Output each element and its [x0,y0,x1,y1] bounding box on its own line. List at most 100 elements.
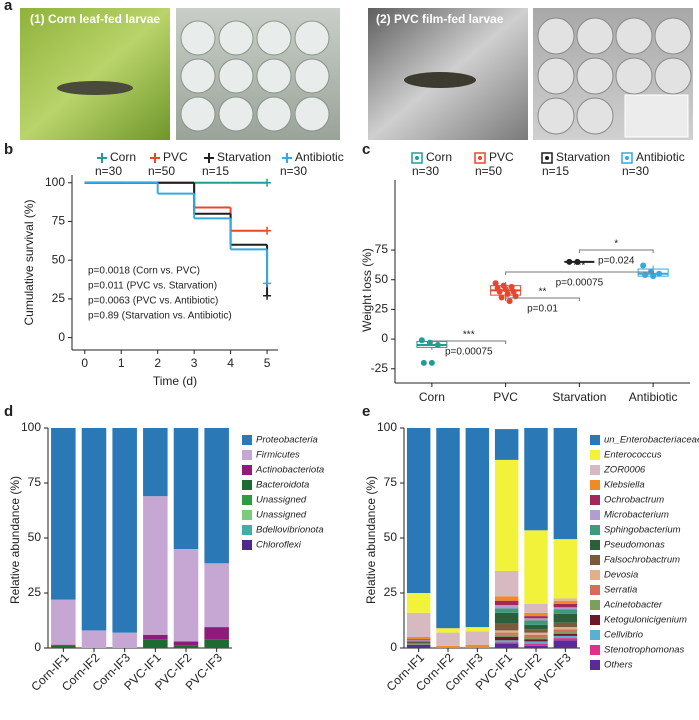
legend-label: Bdellovibrionota [256,525,324,536]
legend-n: n=50 [475,164,502,178]
censor-mark [263,226,272,235]
y-axis-label: Cumulative survival (%) [22,199,36,325]
legend-label: Bacteroidota [256,480,309,491]
bar-segment [173,549,199,642]
legend-n: n=30 [95,164,122,178]
significance-bracket [431,340,507,344]
bar-segment [494,571,519,597]
bar-segment [553,629,578,632]
data-point [420,359,427,366]
legend-swatch [590,450,600,460]
legend-label: Klebsiella [604,480,645,491]
legend-swatch [242,525,252,535]
legend-label: PVC [489,150,514,164]
censor-mark [263,178,272,187]
data-point [656,270,663,277]
legend-label: PVC [163,150,188,164]
legend-swatch [590,510,600,520]
x-tick-label: Antibiotic [629,390,678,404]
y-tick-label: -25 [371,361,389,375]
legend-label: Firmicutes [256,450,300,461]
legend-label: Antibiotic [295,150,344,164]
p-value-note: p=0.011 (PVC vs. Starvation) [88,281,217,292]
legend-swatch [590,615,600,625]
bar-segment [524,643,548,646]
y-tick-label: 0 [390,640,397,654]
legend-label: Pseudomonas [604,540,665,551]
legend-swatch [590,645,600,655]
legend-symbol-dot [545,156,549,160]
p-value-note: p=0.89 (Starvation vs. Antibiotic) [88,311,232,322]
bar-segment [494,637,519,641]
p-value-note: p=0.0063 (PVC vs. Antibiotic) [88,296,218,307]
legend-label: Others [604,660,633,671]
bar-segment [494,600,519,606]
legend-symbol-dot [625,156,629,160]
bar-segment [173,641,199,646]
legend-swatch [242,465,252,475]
legend-n: n=50 [148,164,175,178]
bar-segment [406,612,431,637]
legend-swatch [590,585,600,595]
x-tick-label: 1 [118,356,125,370]
bar-segment [553,627,578,630]
legend-label: Proteobacteria [256,435,318,446]
bar-segment [524,620,548,625]
legend-label: Starvation [217,150,271,164]
bar-segment [524,637,548,640]
significance-stars: *** [463,330,475,341]
p-value: p=0.01 [527,304,558,315]
data-point [434,342,441,349]
bar-segment [436,428,460,629]
bar-segment [524,612,548,617]
bar-segment [553,609,578,614]
bar-segment [553,640,578,648]
x-tick-label: Corn [419,390,445,404]
bar-segment [465,631,490,645]
legend-symbol [282,153,292,163]
y-tick-label: 100 [21,420,41,434]
x-tick-label: Starvation [552,390,606,404]
legend-swatch [590,540,600,550]
y-tick-label: 25 [28,585,42,599]
panel-letter: b [4,141,13,158]
data-point [640,262,647,269]
x-tick-label: PVC [493,390,518,404]
data-point [492,280,499,287]
bar-segment [524,629,548,633]
wells [180,20,330,132]
legend-swatch [242,495,252,505]
data-point [642,271,649,278]
bar-segment [494,632,519,635]
bar-segment [553,633,578,636]
panel-letter: a [4,0,13,14]
bar-segment [524,530,548,604]
y-tick-label: 50 [384,530,398,544]
bar-segment [51,645,76,648]
bar-segment [112,428,137,633]
y-axis-label: Weight loss (%) [360,248,374,332]
legend-swatch [590,465,600,475]
bar-segment [204,627,229,640]
bar-segment [143,634,168,640]
bar-segment [406,637,431,640]
censor-mark [263,279,272,288]
bar-segment [553,631,578,634]
legend-label: un_Enterobacteriaceae [604,435,699,446]
bar-segment [524,645,548,648]
x-tick-label: 5 [264,356,271,370]
bar-segment [173,645,199,648]
bar-segment [406,641,431,643]
bar-segment [51,428,76,600]
x-tick-label: 2 [154,356,161,370]
legend-swatch [590,495,600,505]
legend-swatch [590,600,600,610]
bar-segment [465,644,490,648]
legend-swatch [242,480,252,490]
y-axis-label: Relative abundance (%) [364,476,378,604]
bar-segment [524,616,548,619]
bar-segment [112,632,137,648]
y-tick-label: 0 [381,331,388,345]
data-point [502,286,509,293]
panel-letter: e [362,403,370,420]
